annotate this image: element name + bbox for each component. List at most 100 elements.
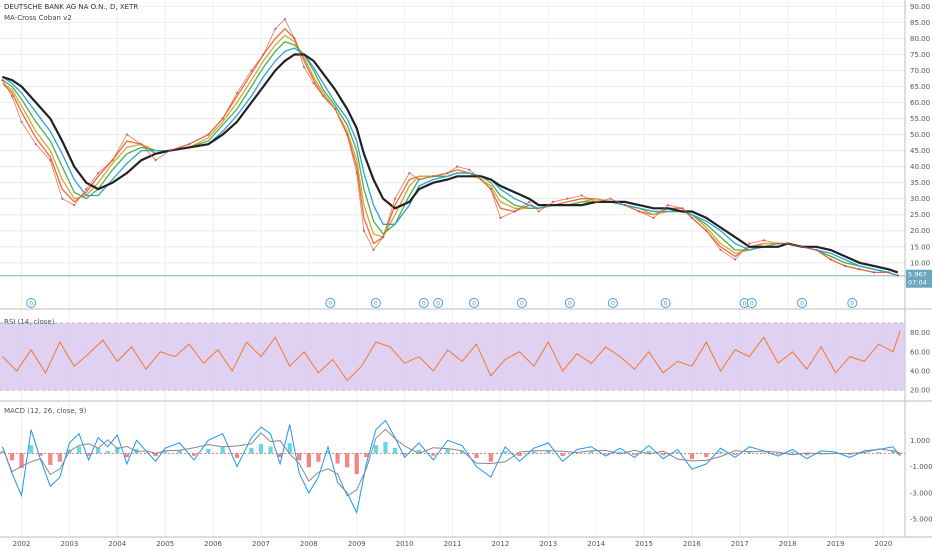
price-point [887, 271, 890, 274]
macd-histogram-bar [86, 453, 91, 456]
macd-signal-line [1, 428, 901, 497]
time-tick-label: 2010 [396, 540, 414, 548]
signal-label: 0 [422, 301, 426, 308]
macd-histogram-bar [373, 445, 378, 454]
rsi-panel [0, 322, 905, 391]
price-tick-label: 45.00 [910, 147, 930, 155]
macd-histogram-bar [531, 451, 537, 454]
macd-histogram-bar [383, 441, 388, 454]
price-point [235, 91, 239, 95]
macd-title: MACD (12, 26, close, 9) [4, 407, 87, 415]
macd-histogram-bar [560, 453, 565, 457]
signal-marker[interactable]: 0 [660, 298, 671, 308]
macd-histogram-bar [48, 453, 53, 465]
macd-histogram-bar [661, 453, 666, 456]
time-tick-label: 2007 [252, 540, 270, 548]
price-tick-label: 90.00 [910, 3, 930, 11]
time-tick-label: 2017 [731, 540, 749, 548]
macd-histogram-bar [790, 452, 795, 454]
signal-marker[interactable]: 0 [516, 298, 527, 308]
time-tick-label: 2020 [875, 540, 893, 548]
signal-circle [370, 298, 381, 308]
price-tick-label: 35.00 [910, 179, 930, 187]
signal-circle [607, 298, 618, 308]
macd-histogram-bar [675, 452, 680, 454]
price-point [302, 66, 306, 69]
macd-histogram-bar [392, 447, 398, 454]
price-point [262, 53, 265, 56]
time-tick-label: 2016 [683, 540, 701, 548]
price-point [73, 203, 76, 207]
signal-circle [325, 298, 336, 308]
signal-marker[interactable]: 0 [469, 298, 480, 308]
signal-circle [746, 298, 757, 308]
signal-label: 0 [568, 301, 572, 308]
price-point [609, 197, 612, 200]
macd-histogram-bar [177, 449, 182, 454]
macd-histogram-bar [9, 453, 15, 461]
signal-marker[interactable]: 0 [847, 298, 858, 308]
signal-marker[interactable]: 0 [26, 298, 37, 308]
price-point [872, 271, 876, 274]
signal-label: 0 [328, 301, 332, 308]
signal-circle [26, 298, 37, 308]
macd-histogram-bar [258, 444, 264, 454]
macd-tick-label: 1.000 [910, 437, 930, 445]
signal-marker[interactable]: 0 [370, 298, 381, 308]
price-point [468, 168, 471, 172]
moving-average-line [2, 53, 899, 274]
macd-histogram-bar [704, 453, 709, 458]
signal-marker[interactable]: 0 [325, 298, 336, 308]
price-point [362, 229, 366, 232]
macd-histogram-bar [38, 453, 43, 456]
signal-marker[interactable]: 0 [746, 298, 757, 308]
price-tick-label: 25.00 [910, 211, 930, 219]
time-tick-label: 2014 [587, 540, 605, 548]
price-point [638, 210, 641, 213]
signal-marker[interactable]: 0 [418, 298, 429, 308]
price-point [20, 120, 23, 123]
time-tick-label: 2009 [348, 540, 366, 548]
price-point [489, 187, 493, 191]
macd-histogram-bar [153, 453, 158, 457]
macd-histogram-bar [603, 453, 608, 455]
rsi-title: RSI (14, close) [4, 318, 55, 326]
macd-histogram-bar [191, 453, 197, 456]
price-point [815, 248, 818, 252]
price-point [274, 27, 277, 31]
price-point [690, 216, 694, 220]
signal-label: 0 [472, 301, 476, 308]
price-point [345, 133, 349, 136]
macd-histogram-bar [354, 453, 359, 475]
signal-marker[interactable]: 0 [797, 298, 808, 308]
macd-histogram-bar [819, 452, 824, 454]
signal-marker[interactable]: 0 [433, 298, 444, 308]
macd-panel [0, 419, 905, 515]
price-point [333, 107, 337, 111]
time-tick-label: 2002 [13, 540, 31, 548]
signal-marker[interactable]: 0 [564, 298, 575, 308]
macd-histogram-bar [546, 449, 551, 454]
price-tick-label: 15.00 [910, 243, 930, 251]
signal-label: 0 [664, 301, 668, 308]
macd-histogram-bar [775, 453, 781, 455]
macd-histogram-bar [517, 453, 522, 457]
price-point [719, 248, 722, 252]
macd-histogram-bar [416, 449, 422, 454]
price-point [61, 197, 64, 200]
macd-histogram-bar [206, 448, 211, 454]
signal-circle [469, 298, 480, 308]
signal-label: 0 [743, 301, 747, 308]
chart-title: DEUTSCHE BANK AG NA O.N., D, XETR [4, 3, 139, 11]
signal-circle [847, 298, 858, 308]
macd-histogram-bar [747, 451, 752, 454]
last-price-time: 07:04 [908, 279, 927, 287]
time-tick-label: 2018 [779, 540, 797, 548]
price-point [762, 239, 765, 242]
macd-histogram-bar [57, 453, 62, 462]
price-point [580, 194, 583, 197]
signal-marker[interactable]: 0 [607, 298, 618, 308]
time-tick-label: 2011 [444, 540, 462, 548]
